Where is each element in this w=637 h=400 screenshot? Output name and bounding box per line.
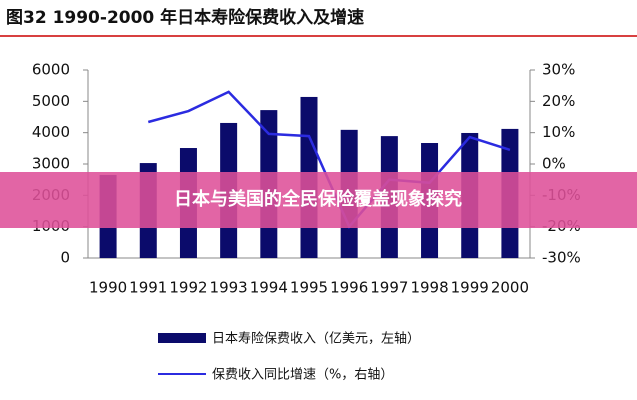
legend-label: 保费收入同比增速（%，右轴） bbox=[212, 368, 393, 383]
legend-label: 日本寿险保费收入（亿美元，左轴） bbox=[212, 332, 420, 347]
x-tick-label: 1999 bbox=[451, 279, 489, 297]
overlay-banner bbox=[0, 172, 637, 228]
y2-tick-label: 10% bbox=[542, 123, 575, 141]
y-tick-label: 4000 bbox=[32, 123, 70, 141]
x-tick-label: 1994 bbox=[250, 279, 288, 297]
overlay-text: 日本与美国的全民保险覆盖现象探究 bbox=[174, 188, 462, 210]
x-tick-label: 1993 bbox=[210, 279, 248, 297]
y-tick-label: 0 bbox=[60, 249, 70, 267]
x-tick-label: 1990 bbox=[89, 279, 127, 297]
y2-tick-label: 30% bbox=[542, 61, 575, 79]
y-tick-label: 6000 bbox=[32, 61, 70, 79]
legend-swatch bbox=[158, 333, 206, 343]
chart-title: 图32 1990-2000 年日本寿险保费收入及增速 bbox=[6, 7, 364, 28]
y-tick-label: 3000 bbox=[32, 155, 70, 173]
x-tick-label: 2000 bbox=[491, 279, 529, 297]
y2-tick-label: -30% bbox=[542, 249, 581, 267]
y2-tick-label: 20% bbox=[542, 92, 575, 110]
x-tick-label: 1991 bbox=[129, 279, 167, 297]
x-tick-label: 1998 bbox=[410, 279, 448, 297]
x-tick-label: 1997 bbox=[370, 279, 408, 297]
y-tick-label: 5000 bbox=[32, 92, 70, 110]
y2-tick-label: 0% bbox=[542, 155, 566, 173]
x-tick-label: 1992 bbox=[169, 279, 207, 297]
x-tick-label: 1995 bbox=[290, 279, 328, 297]
x-tick-label: 1996 bbox=[330, 279, 368, 297]
